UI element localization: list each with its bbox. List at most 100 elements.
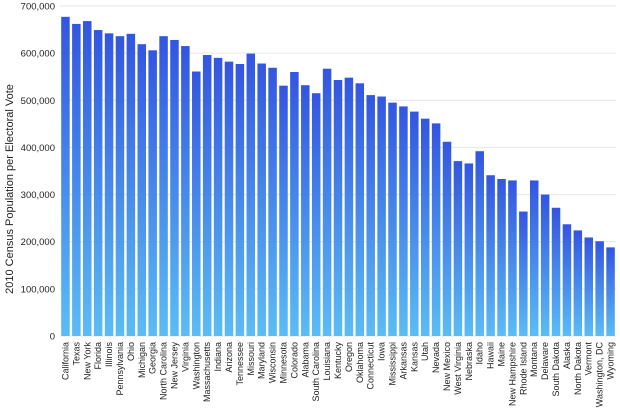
bar [290, 72, 299, 336]
x-category-label: Michigan [137, 342, 147, 378]
bar [344, 77, 354, 337]
x-category-label: Indiana [213, 342, 223, 372]
bar [104, 33, 114, 336]
y-axis-ticks: 0 100,000 200,000 300,000 400,000 500,000 600,… [21, 2, 55, 343]
bar [246, 53, 256, 336]
bar [93, 30, 103, 337]
bar [159, 36, 168, 337]
bar [366, 95, 375, 336]
bar [279, 85, 288, 337]
bar [137, 44, 147, 336]
bar [475, 151, 484, 336]
bar [508, 180, 517, 336]
x-category-label: Oklahoma [355, 342, 365, 383]
y-tick-label: 700,000 [21, 2, 55, 13]
x-category-label: North Dakota [573, 342, 583, 395]
x-category-label: Iowa [377, 342, 387, 361]
bar [529, 180, 539, 336]
x-category-label: New Jersey [169, 342, 179, 390]
x-category-label: New Mexico [442, 342, 452, 391]
x-category-label: West Virginia [453, 342, 463, 395]
bar [257, 63, 266, 337]
bar [333, 80, 343, 336]
bar [377, 96, 386, 336]
bar [399, 106, 408, 337]
bar [584, 237, 593, 336]
bar [519, 211, 528, 336]
x-category-label: Colorado [289, 342, 299, 379]
x-category-label: Montana [529, 342, 539, 377]
bar [322, 68, 332, 336]
bar [235, 63, 245, 336]
x-category-label: Rhode Island [518, 342, 528, 395]
bar [192, 71, 201, 337]
x-category-label: Washington [191, 342, 201, 389]
x-category-label: Tennessee [235, 342, 245, 386]
bar [72, 23, 81, 337]
bar [126, 33, 136, 337]
bar [595, 241, 604, 336]
x-category-label: Virginia [180, 342, 190, 372]
x-category-label: Maryland [257, 342, 267, 379]
x-category-label: Arizona [224, 342, 234, 373]
x-category-label: North Carolina [159, 342, 169, 400]
x-category-label: Vermont [584, 342, 594, 376]
bar [148, 50, 157, 337]
y-tick-label: 300,000 [21, 190, 55, 201]
bar [83, 21, 92, 336]
x-category-label: Hawaii [486, 342, 496, 369]
x-category-label: South Dakota [551, 342, 561, 397]
x-category-label: Maine [497, 342, 507, 367]
x-category-label: Nebraska [464, 342, 474, 381]
x-category-label: Alaska [562, 342, 572, 369]
bar [311, 93, 321, 336]
x-category-label: Utah [420, 342, 430, 361]
x-category-label: New York [82, 342, 92, 381]
x-category-label: Idaho [475, 342, 485, 365]
x-category-label: Texas [71, 342, 81, 366]
x-category-label: Arkansas [398, 342, 408, 380]
bar [420, 118, 430, 337]
y-tick-label: 0 [50, 332, 55, 343]
y-tick-label: 400,000 [21, 143, 55, 154]
bar [453, 161, 463, 336]
x-category-label: Louisiana [322, 342, 332, 381]
x-category-label: Kansas [409, 342, 419, 373]
x-category-label: Alabama [300, 342, 310, 378]
x-category-label: Nevada [431, 342, 441, 373]
x-category-label: Missouri [246, 342, 256, 376]
y-tick-label: 100,000 [21, 284, 55, 295]
x-category-label: Mississippi [388, 342, 398, 386]
bar [301, 85, 310, 336]
bar [464, 163, 474, 336]
x-category-label: Kentucky [333, 342, 343, 380]
y-tick-label: 500,000 [21, 96, 55, 107]
x-category-label: South Carolina [311, 342, 321, 402]
x-category-label: Minnesota [278, 342, 288, 384]
bar [61, 16, 70, 336]
bar [573, 230, 583, 336]
bar [115, 36, 125, 337]
x-category-label: Wisconsin [268, 342, 278, 383]
bar [213, 57, 223, 336]
bar [170, 39, 179, 336]
x-category-label: California [60, 342, 70, 380]
bar [181, 46, 190, 336]
x-category-label: Washington, DC [595, 342, 605, 408]
x-axis-categories: California Texas New York Florida Illinois Pe… [60, 342, 615, 408]
bar [388, 102, 397, 337]
bars [61, 16, 615, 337]
x-category-label: Connecticut [366, 342, 376, 390]
x-category-label: Ohio [126, 342, 136, 361]
bar [442, 141, 452, 336]
bar [540, 194, 550, 336]
bar [355, 83, 365, 336]
bar [486, 175, 495, 336]
x-category-label: Illinois [104, 342, 114, 368]
bar [606, 247, 615, 336]
bar [551, 207, 561, 336]
bar [562, 224, 572, 336]
bar [224, 61, 234, 336]
bar [202, 55, 212, 337]
